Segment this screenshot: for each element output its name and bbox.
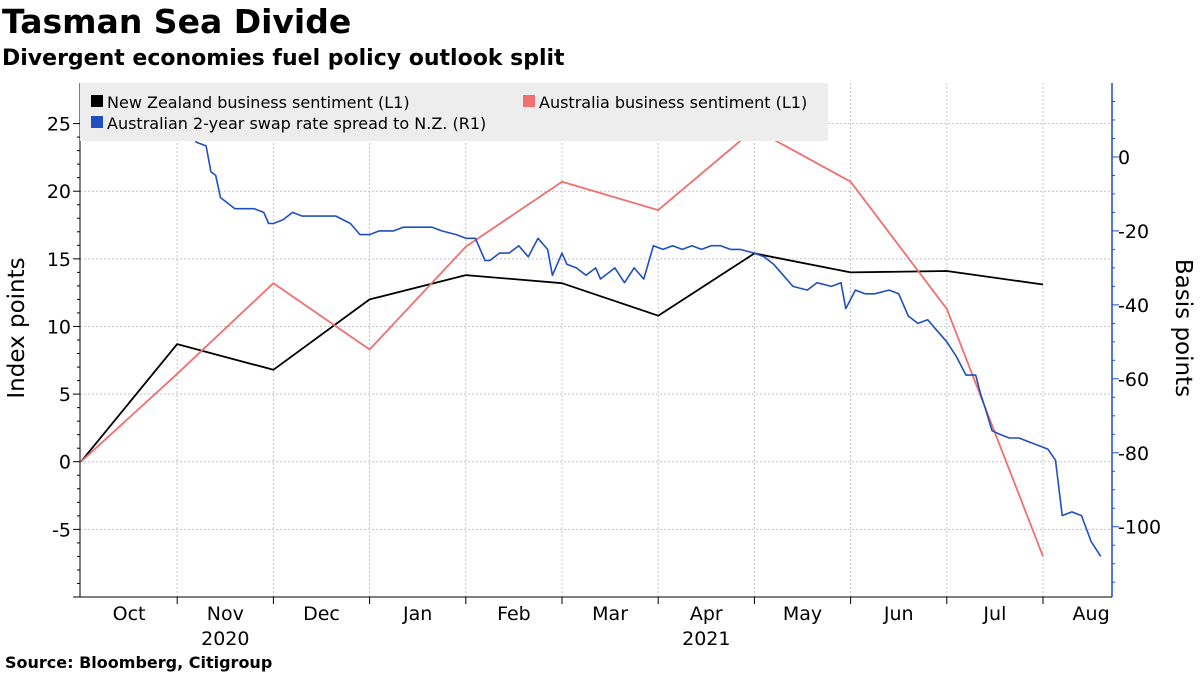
- left-axis-tick-label: 5: [59, 384, 71, 406]
- series-line-swap-spread: [81, 122, 1102, 557]
- right-axis-title: Basis points: [1170, 259, 1196, 397]
- legend-swatch-aus: [523, 95, 535, 107]
- plot-area: [80, 83, 1112, 597]
- left-axis-tick-label: 10: [47, 316, 71, 338]
- legend-swatch-swap: [91, 116, 103, 128]
- chart-subtitle: Divergent economies fuel policy outlook …: [2, 46, 565, 71]
- source-note: Source: Bloomberg, Citigroup: [5, 653, 273, 672]
- x-axis-tick-label: Nov: [207, 603, 244, 625]
- x-axis-tick-label: Aug: [1073, 603, 1110, 625]
- x-axis-year-label: 2021: [682, 628, 730, 650]
- right-axis-tick-label: -80: [1118, 443, 1149, 465]
- x-axis-tick-label: Jul: [982, 603, 1006, 625]
- x-axis-tick-label: Jan: [402, 603, 432, 625]
- legend-label-aus: Australia business sentiment (L1): [539, 93, 807, 112]
- x-axis-tick-label: May: [783, 603, 822, 625]
- x-axis-tick-label: Oct: [113, 603, 146, 625]
- x-axis-tick-label: Dec: [303, 603, 340, 625]
- legend-swatch-nz: [91, 95, 103, 107]
- right-axis-tick-label: -20: [1118, 221, 1149, 243]
- x-axis-tick-label: Apr: [690, 603, 723, 625]
- chart-title: Tasman Sea Divide: [2, 2, 352, 41]
- x-axis-year-label: 2020: [201, 628, 249, 650]
- right-axis-tick-label: -40: [1118, 295, 1149, 317]
- left-axis-tick-label: -5: [52, 519, 71, 541]
- x-axis-tick-label: Mar: [592, 603, 628, 625]
- legend-background: [80, 83, 828, 141]
- x-axis-tick-label: Feb: [497, 603, 531, 625]
- right-axis-tick-label: 0: [1118, 147, 1130, 169]
- left-axis-tick-label: 0: [59, 452, 71, 474]
- left-axis-tick-label: 25: [47, 114, 71, 136]
- left-axis-tick-label: 20: [47, 181, 71, 203]
- x-axis-tick-label: Jun: [883, 603, 914, 625]
- right-axis-tick-label: -100: [1118, 517, 1161, 539]
- left-axis-tick-label: 15: [47, 249, 71, 271]
- series-line-nz-sentiment: [80, 252, 1044, 463]
- left-axis-title: Index points: [4, 257, 30, 398]
- legend-label-nz: New Zealand business sentiment (L1): [107, 93, 410, 112]
- series-line-aus-sentiment: [80, 128, 1044, 557]
- legend-label-swap: Australian 2-year swap rate spread to N.…: [107, 114, 486, 133]
- right-axis-tick-label: -60: [1118, 369, 1149, 391]
